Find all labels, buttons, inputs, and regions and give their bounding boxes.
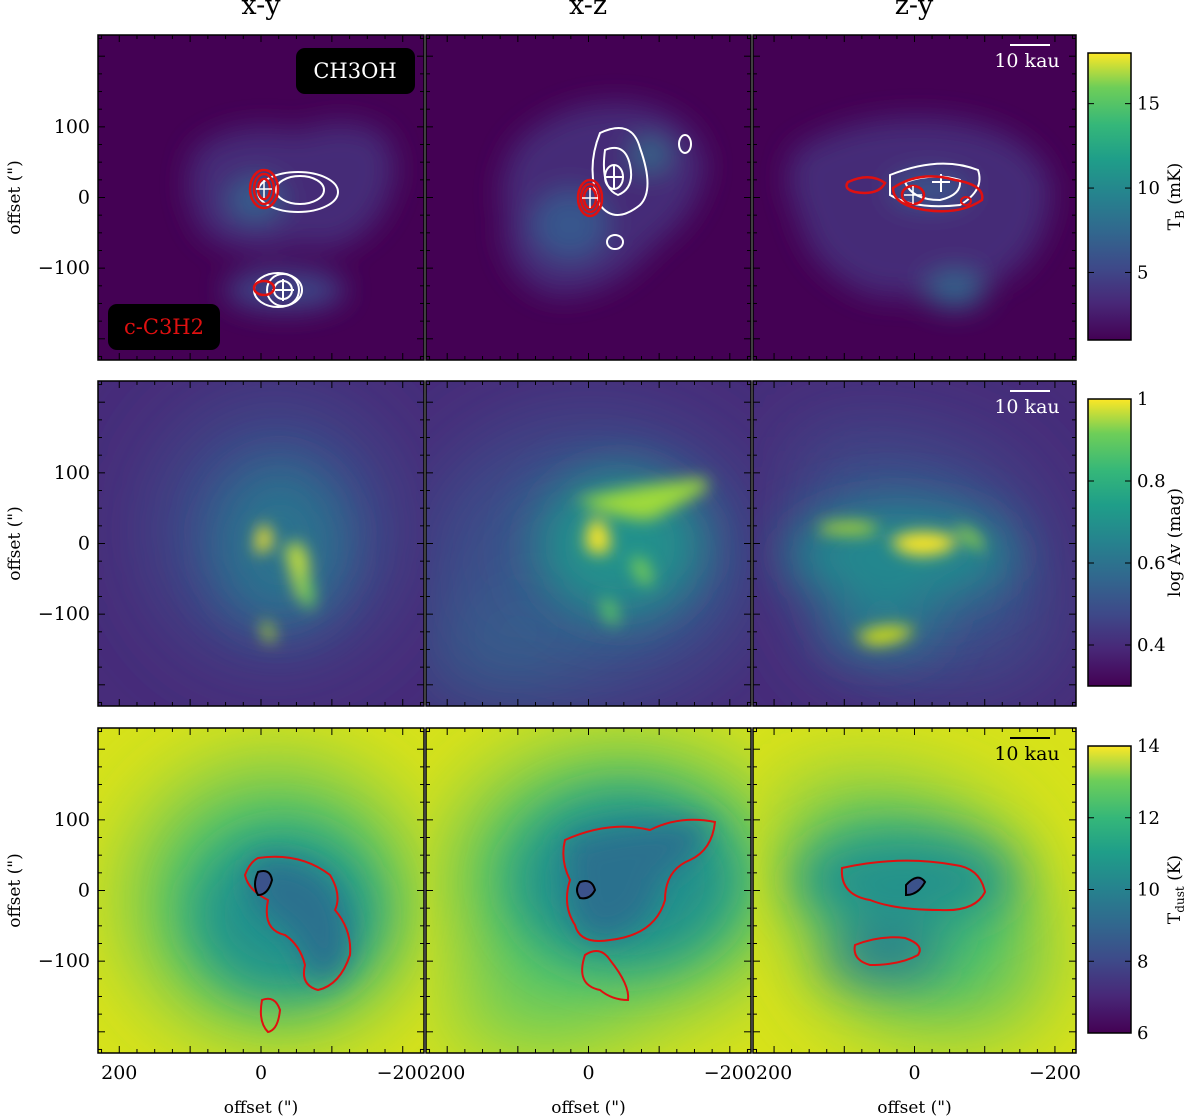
colorbar-tick-label: 8: [1137, 951, 1148, 972]
colorbar-label-1: TB (mK): [1165, 163, 1187, 231]
column-title-x-z: x-z: [569, 0, 607, 21]
x-tick-label: −200: [1029, 1062, 1081, 1084]
y-tick-label: 100: [54, 462, 90, 484]
panel-row1-z-y: 10 kau: [753, 35, 1076, 360]
panel-row3-z-y: 10 kau: [753, 728, 1076, 1053]
species-label-c3h2: c-C3H2: [124, 315, 204, 339]
colorbar-1: [1087, 52, 1132, 341]
scalebar-label-row1: 10 kau: [994, 50, 1059, 72]
x-axis-label: offset ("): [551, 1098, 625, 1118]
y-tick-label: 100: [54, 116, 90, 138]
panel-row3-x-z: [426, 728, 751, 1053]
x-tick-label: −200: [704, 1062, 756, 1084]
panel-row1-x-z: [426, 35, 751, 360]
y-axis-label: offset ("): [5, 506, 25, 580]
panel-row2-x-z: [426, 381, 751, 706]
x-tick-label: 200: [756, 1062, 792, 1084]
y-axis-label: offset ("): [5, 853, 25, 927]
colorbar-tick-label: 14: [1137, 736, 1160, 757]
y-tick-label: 100: [54, 809, 90, 831]
colorbar-tick-label: 0.4: [1137, 635, 1166, 656]
colorbar-tick-label: 10: [1137, 178, 1160, 199]
x-tick-label: 0: [255, 1062, 267, 1084]
y-tick-label: −100: [38, 257, 90, 279]
scalebar-label-row2: 10 kau: [994, 396, 1059, 418]
panel-row2-x-y: [98, 381, 424, 706]
column-title-z-y: z-y: [895, 0, 934, 21]
colorbar-tick-label: 15: [1137, 94, 1160, 115]
y-axis-label: offset ("): [5, 160, 25, 234]
colorbar-tick-label: 12: [1137, 808, 1160, 829]
colorbar-label-3: Tdust (K): [1165, 855, 1187, 924]
scalebar-label-row3: 10 kau: [994, 743, 1059, 765]
colorbar-label-2: log Av (mag): [1165, 488, 1185, 597]
y-tick-label: 0: [78, 533, 90, 555]
x-axis-label: offset ("): [877, 1098, 951, 1118]
y-tick-label: −100: [38, 950, 90, 972]
panel-row3-x-y: [98, 728, 424, 1053]
colorbar-tick-label: 6: [1137, 1023, 1148, 1044]
x-tick-label: −200: [377, 1062, 429, 1084]
x-axis-label: offset ("): [224, 1098, 298, 1118]
y-tick-label: 0: [78, 880, 90, 902]
y-tick-label: 0: [78, 187, 90, 209]
x-tick-label: 200: [429, 1062, 465, 1084]
panel-row2-z-y: 10 kau: [753, 381, 1076, 706]
colorbar-tick-label: 0.6: [1137, 553, 1166, 574]
x-tick-label: 200: [101, 1062, 137, 1084]
x-tick-label: 0: [582, 1062, 594, 1084]
x-tick-label: 0: [908, 1062, 920, 1084]
colorbar-tick-label: 10: [1137, 880, 1160, 901]
colorbar-tick-label: 5: [1137, 262, 1148, 283]
species-label-ch3oh: CH3OH: [313, 59, 396, 83]
panel-row1-x-y: CH3OH c-C3H2: [98, 35, 424, 360]
colorbar-tick-label: 0.8: [1137, 471, 1166, 492]
colorbar-3: [1087, 745, 1132, 1034]
column-title-x-y: x-y: [241, 0, 281, 21]
colorbar-tick-label: 1: [1137, 389, 1148, 410]
y-tick-label: −100: [38, 603, 90, 625]
colorbar-2: [1087, 398, 1132, 687]
